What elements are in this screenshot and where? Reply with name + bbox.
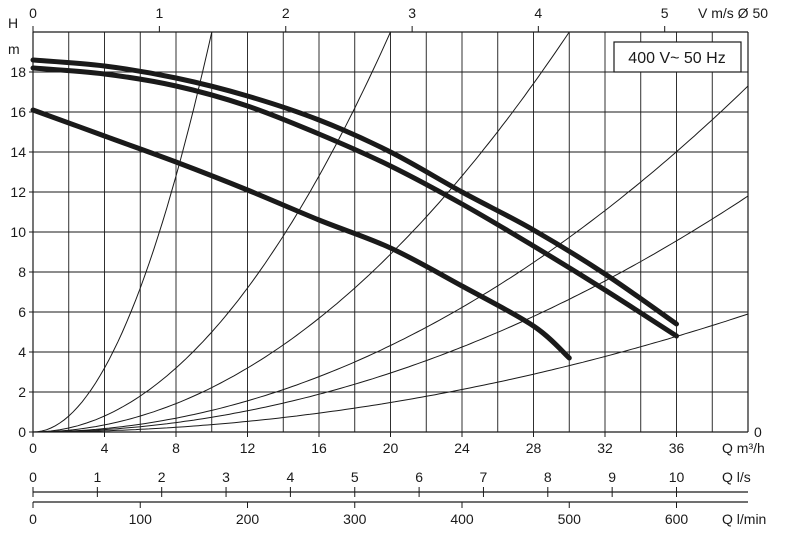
top-axis-title: V m/s Ø 50 — [698, 5, 768, 21]
lmin-tick-label: 600 — [665, 511, 689, 527]
legend-text: 400 V~ 50 Hz — [628, 50, 725, 67]
ls-tick-label: 5 — [351, 469, 359, 485]
y-tick-label: 10 — [10, 224, 26, 240]
system-curve — [32, 31, 213, 433]
ls-tick-label: 0 — [29, 469, 37, 485]
legend-box — [613, 41, 742, 73]
system-curves — [32, 31, 749, 433]
y-tick-label: 14 — [10, 144, 26, 160]
system-curve — [33, 195, 749, 433]
right-zero-label: 0 — [754, 424, 762, 440]
ls-axis-title: Q l/s — [722, 469, 751, 485]
ls-tick-label: 1 — [93, 469, 101, 485]
x-tick-label: 16 — [311, 440, 327, 456]
ls-tick-label: 4 — [287, 469, 295, 485]
x-tick-label: 0 — [29, 440, 37, 456]
x-tick-label: 28 — [526, 440, 542, 456]
ls-tick-label: 8 — [544, 469, 552, 485]
pump-curve-3 — [30, 107, 572, 361]
x-axis-title: Q m³/h — [722, 440, 765, 456]
ls-tick-label: 9 — [608, 469, 616, 485]
top-tick-label: 3 — [408, 5, 416, 21]
x-tick-label: 36 — [669, 440, 685, 456]
x-tick-label: 8 — [172, 440, 180, 456]
y-axis-unit: m — [8, 41, 20, 57]
system-curve — [33, 85, 749, 433]
axes — [29, 26, 749, 508]
x-tick-label: 20 — [383, 440, 399, 456]
x-tick-label: 32 — [597, 440, 613, 456]
system-curve — [33, 31, 570, 433]
top-tick-label: 1 — [155, 5, 163, 21]
lmin-tick-label: 300 — [343, 511, 367, 527]
pump-curve-2 — [30, 65, 679, 339]
ls-tick-label: 10 — [669, 469, 685, 485]
x-tick-label: 12 — [240, 440, 256, 456]
ls-tick-label: 3 — [222, 469, 230, 485]
lmin-tick-label: 400 — [450, 511, 474, 527]
y-tick-label: 4 — [18, 344, 26, 360]
y-tick-label: 0 — [18, 424, 26, 440]
pump-curve-1 — [30, 57, 679, 327]
top-tick-label: 0 — [29, 5, 37, 21]
y-tick-label: 8 — [18, 264, 26, 280]
lmin-tick-label: 100 — [129, 511, 153, 527]
y-tick-label: 12 — [10, 184, 26, 200]
y-tick-label: 16 — [10, 104, 26, 120]
top-tick-label: 2 — [282, 5, 290, 21]
x-tick-label: 4 — [101, 440, 109, 456]
ls-tick-label: 6 — [415, 469, 423, 485]
ls-tick-label: 7 — [480, 469, 488, 485]
lmin-tick-label: 0 — [29, 511, 37, 527]
lmin-tick-label: 500 — [558, 511, 582, 527]
legend: 400 V~ 50 Hz — [613, 41, 742, 73]
system-curve — [32, 31, 391, 433]
pump-curves — [30, 57, 679, 361]
top-tick-label: 4 — [534, 5, 542, 21]
top-tick-label: 5 — [661, 5, 669, 21]
lmin-tick-label: 200 — [236, 511, 260, 527]
x-tick-label: 24 — [454, 440, 470, 456]
y-tick-label: 18 — [10, 64, 26, 80]
grid — [33, 32, 748, 432]
ls-tick-label: 2 — [158, 469, 166, 485]
y-tick-label: 6 — [18, 304, 26, 320]
y-tick-label: 2 — [18, 384, 26, 400]
y-axis-title: H — [8, 15, 18, 31]
system-curve — [33, 313, 749, 433]
lmin-axis-title: Q l/min — [722, 511, 766, 527]
